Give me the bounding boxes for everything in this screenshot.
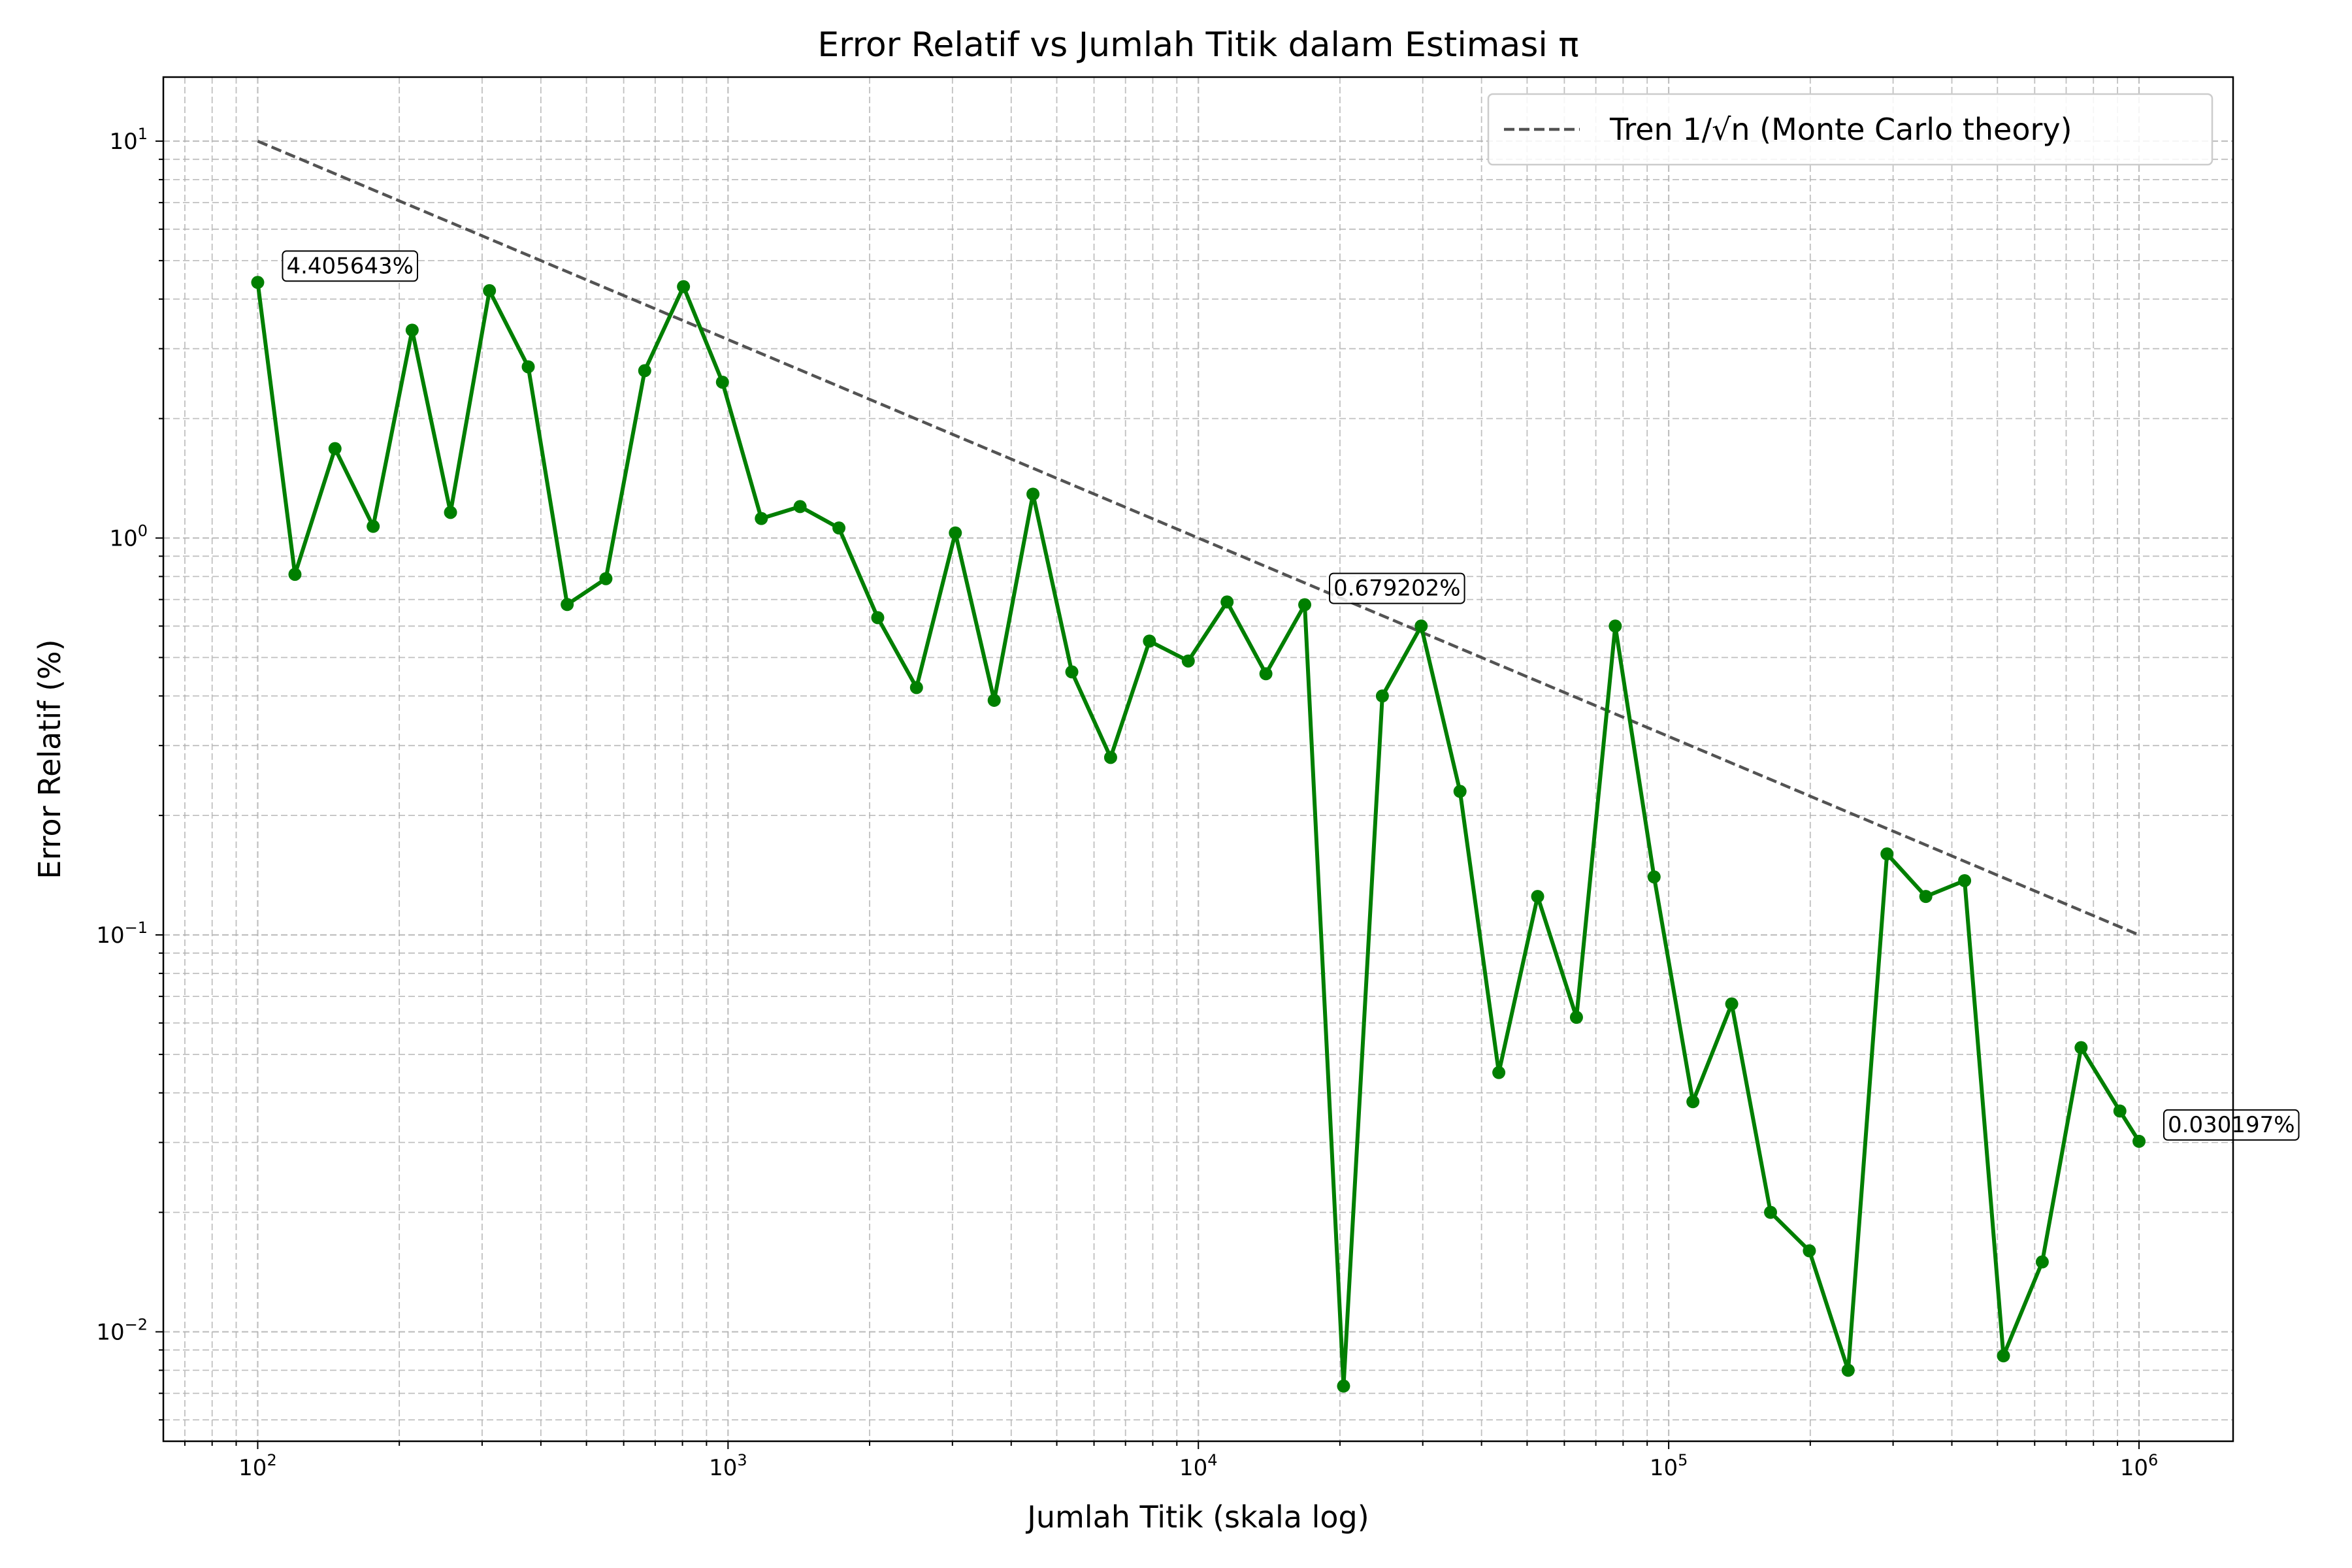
data-point: [2113, 1104, 2127, 1118]
data-point: [521, 360, 535, 374]
data-point: [793, 500, 807, 514]
series-line-trend: [257, 139, 2140, 937]
data-point: [755, 512, 768, 525]
data-point: [1880, 847, 1894, 861]
data-point: [1609, 619, 1622, 633]
data-point: [715, 375, 729, 389]
data-point: [1764, 1205, 1778, 1219]
data-point: [1531, 890, 1544, 904]
data-point: [444, 506, 457, 519]
annotation: 0.679202%: [1329, 572, 1465, 604]
data-point: [1026, 487, 1040, 501]
data-point: [909, 681, 923, 694]
axes-frame: [162, 76, 2234, 1443]
annotation-label: 4.405643%: [286, 253, 414, 279]
data-point: [1414, 619, 1428, 633]
data-point: [1997, 1349, 2010, 1363]
legend: Tren 1/√n (Monte Carlo theory): [1487, 93, 2213, 166]
data-point: [1841, 1364, 1855, 1377]
annotation-label: 0.030197%: [2168, 1112, 2295, 1138]
y-axis-label: Error Relatif (%): [32, 639, 67, 879]
data-point: [1220, 595, 1234, 609]
data-point: [599, 572, 613, 585]
data-point: [1298, 598, 1312, 612]
data-point: [1259, 667, 1273, 681]
data-point: [288, 568, 302, 581]
series-line-error: [255, 282, 2141, 1388]
legend-box: [1487, 93, 2213, 166]
data-point: [1375, 689, 1389, 703]
data-point: [1919, 890, 1933, 904]
annotation-box: [282, 250, 418, 282]
data-point: [1686, 1095, 1700, 1109]
data-point: [483, 284, 497, 297]
data-point: [677, 280, 691, 293]
data-point: [1958, 874, 1972, 887]
data-point: [1492, 1066, 1506, 1079]
annotation-box: [2163, 1109, 2300, 1141]
data-point: [1181, 654, 1195, 668]
data-point: [638, 364, 651, 378]
data-point: [1569, 1011, 1583, 1024]
data-point: [2074, 1041, 2088, 1054]
data-point: [1065, 665, 1079, 679]
annotation-box: [1329, 572, 1465, 604]
data-point: [405, 323, 419, 337]
data-point: [1103, 751, 1117, 764]
data-point: [328, 442, 342, 455]
data-point: [367, 519, 380, 533]
data-point: [2132, 1134, 2146, 1148]
data-point: [1453, 785, 1467, 798]
data-point: [987, 693, 1001, 707]
chart-title: Error Relatif vs Jumlah Titik dalam Esti…: [817, 25, 1578, 65]
plot-area: 4.405643% 0.679202% 0.030197%: [251, 139, 2300, 1393]
data-point: [1337, 1379, 1350, 1393]
annotation: 0.030197%: [2163, 1109, 2300, 1141]
annotation-label: 0.679202%: [1333, 576, 1461, 602]
data-point: [949, 526, 962, 540]
data-point: [1803, 1244, 1816, 1258]
data-point: [561, 598, 574, 612]
grid: [163, 77, 2233, 1441]
data-point: [251, 276, 265, 289]
data-point: [1647, 870, 1661, 884]
data-point: [2035, 1255, 2049, 1269]
legend-label-trend: Tren 1/√n (Monte Carlo theory): [1609, 112, 2072, 147]
x-axis-label: Jumlah Titik (skala log): [1025, 1499, 1369, 1535]
x-tick-label: 103: [709, 1451, 747, 1481]
data-point: [1143, 634, 1156, 648]
data-point: [1725, 997, 1739, 1011]
data-point: [871, 611, 885, 625]
data-point: [832, 521, 846, 535]
annotation: 4.405643%: [282, 250, 418, 282]
